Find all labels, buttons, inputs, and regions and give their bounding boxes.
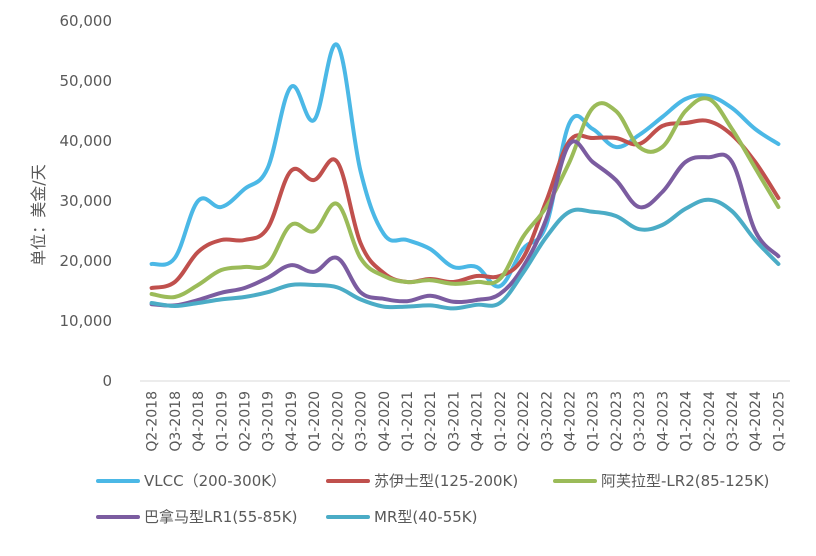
x-tick-label: Q3-2022	[539, 391, 555, 452]
x-tick-label: Q3-2020	[354, 391, 370, 452]
legend: VLCC（200-300K） 苏伊士型(125-200K) 阿芙拉型-LR2(85-…	[96, 472, 769, 526]
x-tick-label: Q2-2019	[237, 391, 253, 452]
x-tick-label: Q2-2018	[145, 391, 161, 452]
x-tick-label: Q2-2021	[423, 391, 439, 452]
x-tick-label: Q3-2019	[261, 391, 277, 452]
x-tick-label: Q4-2024	[748, 391, 764, 452]
legend-label: 苏伊士型(125-200K)	[374, 472, 518, 490]
series-line	[149, 197, 781, 311]
x-tick-label: Q3-2024	[725, 391, 741, 452]
x-tick-label: Q2-2024	[702, 391, 718, 452]
legend-label: MR型(40-55K)	[374, 508, 478, 526]
legend-item: 巴拿马型LR1(55-85K)	[96, 508, 297, 526]
y-tick-label: 40,000	[60, 132, 113, 150]
legend-label: VLCC（200-300K）	[144, 472, 286, 490]
y-tick-label: 30,000	[60, 192, 113, 210]
series-line	[149, 139, 781, 308]
y-axis: 0 10,000 20,000 30,000 40,000 50,000 60,000	[60, 12, 113, 390]
legend-label: 阿芙拉型-LR2(85-125K)	[601, 472, 769, 490]
y-tick-label: 10,000	[60, 312, 113, 330]
x-tick-label: Q4-2020	[377, 391, 393, 452]
x-axis: Q2-2018 Q3-2018 Q4-2018 Q1-2019 Q2-2019 Q3-20…	[140, 380, 790, 452]
x-tick-label: Q1-2021	[400, 391, 416, 452]
legend-item: VLCC（200-300K）	[96, 472, 286, 490]
series-line	[149, 42, 781, 289]
x-tick-label: Q4-2023	[655, 391, 671, 452]
x-tick-label: Q1-2019	[214, 391, 230, 452]
x-tick-label: Q2-2022	[516, 391, 532, 452]
series-line	[149, 118, 781, 290]
x-tick-label: Q2-2023	[609, 391, 625, 452]
series-line	[149, 96, 781, 300]
x-tick-label: Q4-2022	[562, 391, 578, 452]
x-tick-label: Q3-2018	[168, 391, 184, 452]
y-tick-label: 20,000	[60, 252, 113, 270]
x-tick-label: Q4-2018	[191, 391, 207, 452]
series-lines	[149, 42, 781, 311]
x-tick-label: Q1-2020	[307, 391, 323, 452]
x-tick-label: Q1-2022	[493, 391, 509, 452]
y-tick-label: 50,000	[60, 72, 113, 90]
x-tick-label: Q4-2021	[470, 391, 486, 452]
y-tick-label: 0	[102, 372, 112, 390]
x-tick-label: Q1-2024	[679, 391, 695, 452]
x-tick-label: Q3-2021	[446, 391, 462, 452]
legend-item: MR型(40-55K)	[326, 508, 478, 526]
x-tick-label: Q2-2020	[330, 391, 346, 452]
x-tick-label: Q1-2025	[771, 391, 787, 452]
legend-item: 苏伊士型(125-200K)	[326, 472, 518, 490]
y-tick-label: 60,000	[60, 12, 113, 30]
y-axis-label: 单位：美金/天	[29, 164, 48, 265]
legend-label: 巴拿马型LR1(55-85K)	[144, 508, 297, 526]
x-tick-label: Q4-2019	[284, 391, 300, 452]
x-tick-label: Q1-2023	[586, 391, 602, 452]
x-tick-label: Q3-2023	[632, 391, 648, 452]
legend-item: 阿芙拉型-LR2(85-125K)	[553, 472, 769, 490]
